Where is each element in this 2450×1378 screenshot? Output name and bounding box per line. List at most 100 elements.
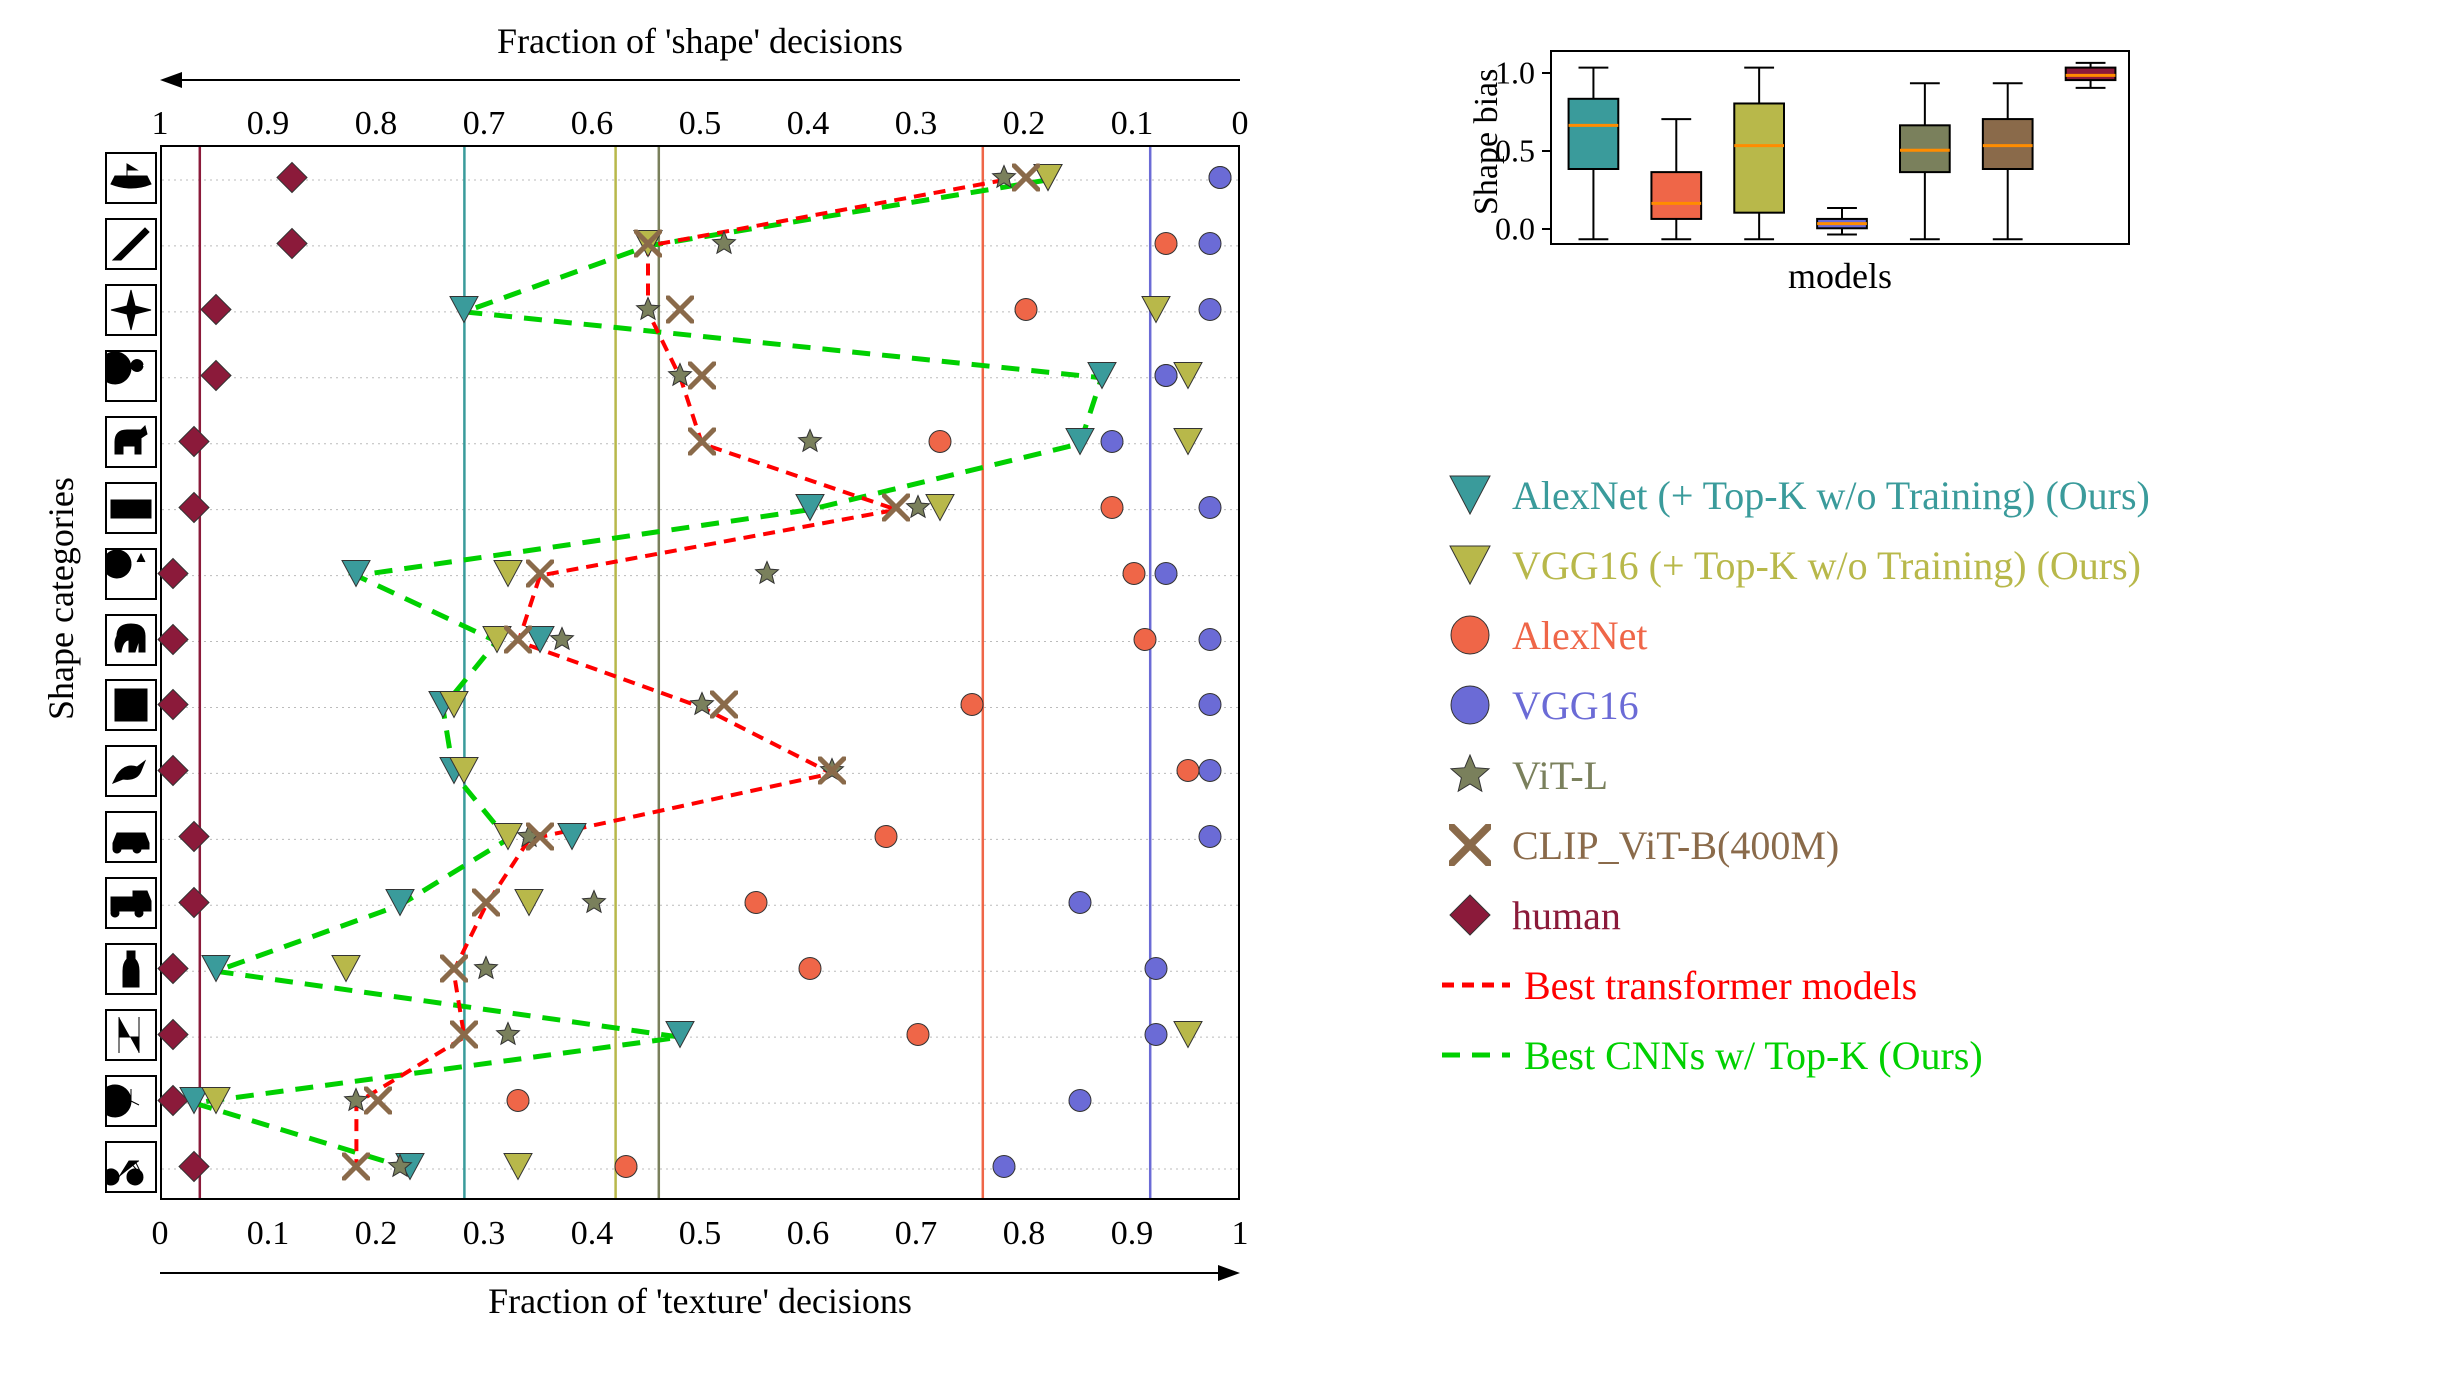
category-bear-icon [105,350,157,402]
marker-clip [440,955,468,988]
marker-human [276,227,308,264]
legend-marker-icon [1440,540,1500,590]
marker-alexnet [1121,560,1147,591]
marker-vit [635,296,661,327]
legend-marker-icon [1440,680,1500,730]
legend-marker-icon [1440,750,1500,800]
category-airplane-icon [105,284,157,336]
top-tick-label: 0.4 [787,105,830,143]
marker-clip [688,427,716,460]
bottom-tick-label: 0.7 [895,1215,938,1253]
marker-clip [364,1087,392,1120]
marker-clip [526,823,554,856]
marker-vgg16_topk [1141,294,1171,329]
bottom-tick-label: 1 [1232,1215,1249,1253]
category-bicycle-icon [105,1141,157,1193]
legend-item: VGG16 (+ Top-K w/o Training) (Ours) [1440,530,2420,600]
marker-vgg16 [1067,890,1093,921]
marker-vgg16 [1067,1088,1093,1119]
category-bird-icon [105,745,157,797]
top-tick-label: 0.3 [895,105,938,143]
marker-human [157,1019,189,1056]
marker-alexnet_topk [795,492,825,527]
legend-item: ViT-L [1440,740,2420,810]
marker-alexnet [743,890,769,921]
marker-vit [711,230,737,261]
marker-human [157,755,189,792]
marker-vgg16_topk [1173,1020,1203,1055]
legend-item: Best transformer models [1440,950,2420,1020]
marker-vgg16_topk [514,888,544,923]
marker-alexnet [613,1154,639,1185]
marker-clip [450,1021,478,1054]
bottom-tick-label: 0.1 [247,1215,290,1253]
marker-vit [581,890,607,921]
marker-clip [504,625,532,658]
marker-alexnet_topk [385,888,415,923]
legend-marker-icon [1440,470,1500,520]
marker-vit [549,626,575,657]
marker-vit [797,428,823,459]
marker-clip [710,691,738,724]
category-clock-icon [105,1075,157,1127]
marker-vit [754,560,780,591]
marker-vgg16_topk [493,558,523,593]
marker-alexnet [1099,494,1125,525]
marker-vgg16 [1099,428,1125,459]
marker-human [200,359,232,396]
marker-vgg16 [1143,956,1169,987]
legend-item: AlexNet [1440,600,2420,670]
marker-alexnet [873,824,899,855]
marker-alexnet [505,1088,531,1119]
marker-alexnet_topk [557,822,587,857]
legend-marker-icon [1440,890,1500,940]
marker-clip [688,361,716,394]
marker-human [276,161,308,198]
bottom-tick-label: 0.2 [355,1215,398,1253]
legend-label: VGG16 (+ Top-K w/o Training) (Ours) [1512,542,2141,589]
category-truck-icon [105,877,157,929]
top-tick-label: 0.7 [463,105,506,143]
marker-vgg16_topk [439,690,469,725]
marker-human [157,623,189,660]
marker-alexnet_topk [1065,426,1095,461]
top-axis-label: Fraction of 'shape' decisions [160,20,1240,62]
marker-vgg16 [1197,230,1223,261]
category-chair-icon [105,1009,157,1061]
boxplot-xlabel: models [1550,255,2130,297]
marker-alexnet [927,428,953,459]
legend: AlexNet (+ Top-K w/o Training) (Ours)VGG… [1440,460,2420,1090]
category-keyboard-icon [105,482,157,534]
bottom-tick-label: 0 [152,1215,169,1253]
marker-alexnet [797,956,823,987]
marker-alexnet_topk [449,294,479,329]
category-boat-icon [105,152,157,204]
bottom-tick-label: 0.6 [787,1215,830,1253]
scatter-plot-area [160,145,1240,1200]
main-scatter-panel: Fraction of 'shape' decisions Fraction o… [30,20,1340,1358]
marker-clip [526,559,554,592]
category-cat-icon [105,548,157,600]
bottom-tick-label: 0.8 [1003,1215,1046,1253]
top-tick-label: 0 [1232,105,1249,143]
bottom-tick-label: 0.3 [463,1215,506,1253]
top-tick-label: 0.8 [355,105,398,143]
marker-alexnet_topk [1087,360,1117,395]
marker-clip [882,493,910,526]
marker-vgg16 [1197,626,1223,657]
marker-clip [818,757,846,790]
marker-human [178,491,210,528]
bottom-tick-label: 0.5 [679,1215,722,1253]
legend-label: VGG16 [1512,682,1639,729]
category-dog-icon [105,416,157,468]
marker-alexnet_topk [665,1020,695,1055]
marker-vgg16_topk [1173,426,1203,461]
category-oven-icon [105,679,157,731]
marker-vgg16 [1197,494,1223,525]
top-tick-label: 0.2 [1003,105,1046,143]
marker-human [157,689,189,726]
marker-human [178,1151,210,1188]
legend-label: CLIP_ViT-B(400M) [1512,822,1839,869]
legend-item: VGG16 [1440,670,2420,740]
marker-human [178,425,210,462]
